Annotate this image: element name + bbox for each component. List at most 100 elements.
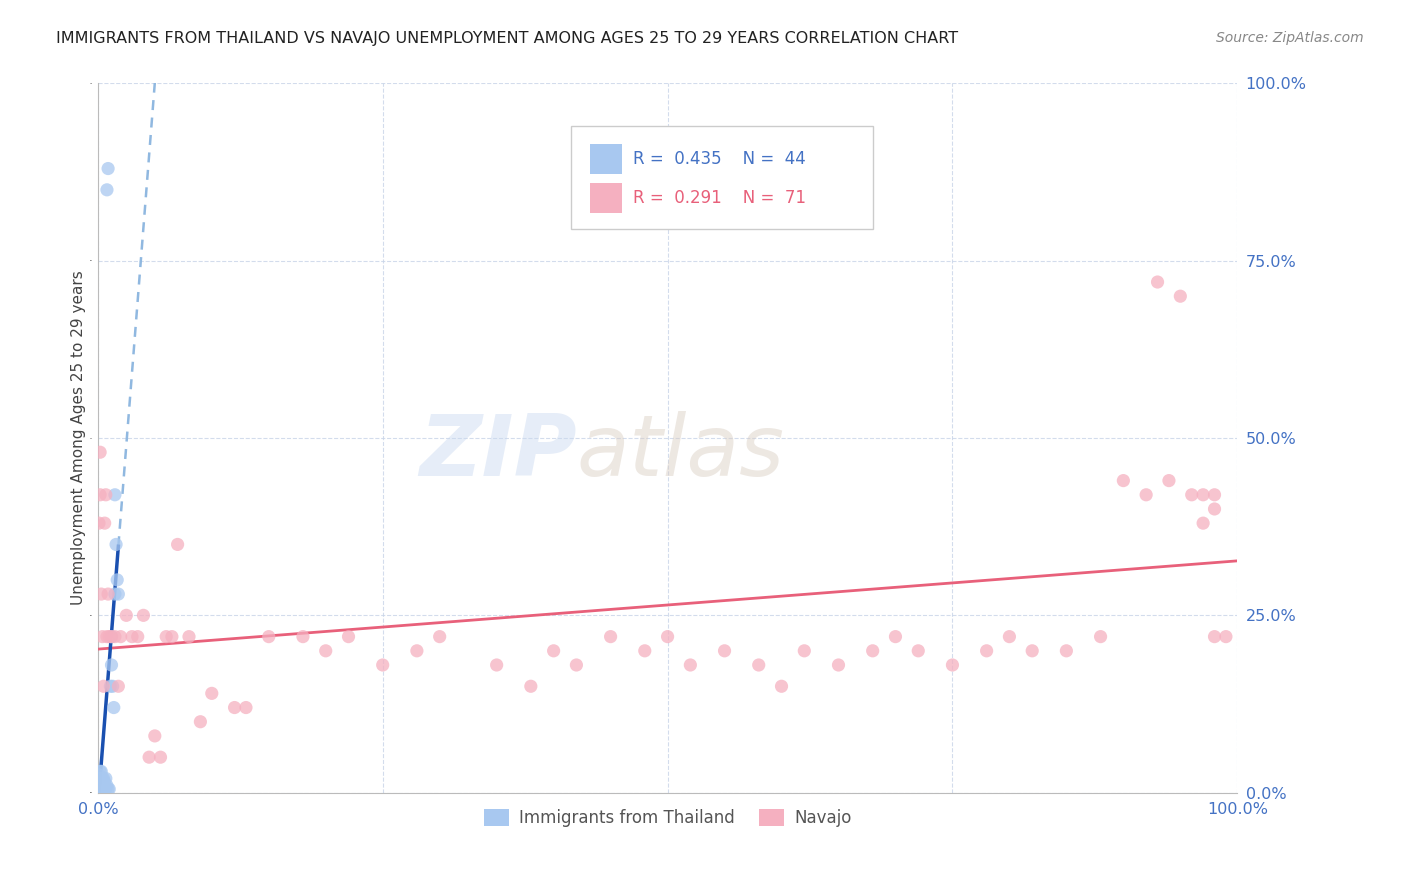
Point xyxy=(371,658,394,673)
Point xyxy=(907,644,929,658)
Point xyxy=(190,714,212,729)
Point xyxy=(94,488,117,502)
Point xyxy=(121,630,143,644)
Point xyxy=(110,630,132,644)
Point xyxy=(105,537,128,551)
Point xyxy=(1146,275,1168,289)
Point xyxy=(1157,474,1180,488)
Point xyxy=(90,587,112,601)
Point xyxy=(89,764,111,779)
Point xyxy=(91,782,114,797)
FancyBboxPatch shape xyxy=(571,126,873,229)
Point xyxy=(87,779,110,793)
Bar xyxy=(591,145,621,174)
Point xyxy=(101,679,124,693)
Point xyxy=(224,700,246,714)
Point xyxy=(1204,488,1226,502)
Point xyxy=(93,516,115,530)
Point xyxy=(1135,488,1157,502)
Point xyxy=(94,772,117,786)
Point xyxy=(1192,516,1215,530)
Point xyxy=(138,750,160,764)
Point xyxy=(1192,488,1215,502)
Point xyxy=(485,658,508,673)
Point xyxy=(90,772,112,786)
Point xyxy=(107,587,129,601)
Point xyxy=(100,630,122,644)
Point xyxy=(103,700,125,714)
Point xyxy=(1168,289,1191,303)
Point xyxy=(827,658,849,673)
Point xyxy=(166,537,188,551)
Bar xyxy=(591,183,621,212)
Point xyxy=(149,750,172,764)
Point xyxy=(87,768,110,782)
Point xyxy=(543,644,565,658)
Point xyxy=(941,658,963,673)
Point xyxy=(96,779,118,793)
Point xyxy=(1215,630,1237,644)
Point xyxy=(87,779,110,793)
Point xyxy=(1054,644,1077,658)
Point xyxy=(998,630,1021,644)
Point xyxy=(90,779,112,793)
Point xyxy=(1112,474,1135,488)
Point xyxy=(100,658,122,673)
Point xyxy=(315,644,337,658)
Point xyxy=(104,587,127,601)
Point xyxy=(91,775,114,789)
Point xyxy=(160,630,183,644)
Point xyxy=(115,608,138,623)
Point xyxy=(748,658,770,673)
Point xyxy=(1181,488,1204,502)
Text: R =  0.435    N =  44: R = 0.435 N = 44 xyxy=(633,151,806,169)
Point xyxy=(98,782,121,797)
Point xyxy=(257,630,280,644)
Point xyxy=(87,772,110,786)
Point xyxy=(235,700,257,714)
Point xyxy=(1204,630,1226,644)
Point xyxy=(100,630,122,644)
Point xyxy=(93,772,115,786)
Point xyxy=(90,764,112,779)
Point xyxy=(976,644,998,658)
Point xyxy=(89,445,111,459)
Point xyxy=(100,679,122,693)
Point xyxy=(87,786,110,800)
Point xyxy=(89,772,111,786)
Point xyxy=(96,630,118,644)
Point xyxy=(1204,502,1226,516)
Point xyxy=(87,786,110,800)
Y-axis label: Unemployment Among Ages 25 to 29 years: Unemployment Among Ages 25 to 29 years xyxy=(72,270,86,606)
Point xyxy=(884,630,907,644)
Point xyxy=(97,161,120,176)
Point xyxy=(565,658,588,673)
Point xyxy=(87,786,110,800)
Point xyxy=(1021,644,1043,658)
Point xyxy=(127,630,149,644)
Point xyxy=(104,488,127,502)
Point xyxy=(98,630,121,644)
Point xyxy=(87,516,110,530)
Point xyxy=(89,775,111,789)
Point xyxy=(520,679,543,693)
Point xyxy=(713,644,735,658)
Text: R =  0.291    N =  71: R = 0.291 N = 71 xyxy=(633,189,807,207)
Point xyxy=(96,183,118,197)
Point xyxy=(105,573,128,587)
Point xyxy=(1090,630,1112,644)
Point xyxy=(94,782,117,797)
Point xyxy=(337,630,360,644)
Point xyxy=(406,644,429,658)
Text: ZIP: ZIP xyxy=(419,410,576,494)
Point xyxy=(93,782,115,797)
Point xyxy=(87,782,110,797)
Point xyxy=(104,630,127,644)
Text: IMMIGRANTS FROM THAILAND VS NAVAJO UNEMPLOYMENT AMONG AGES 25 TO 29 YEARS CORREL: IMMIGRANTS FROM THAILAND VS NAVAJO UNEMP… xyxy=(56,31,959,46)
Legend: Immigrants from Thailand, Navajo: Immigrants from Thailand, Navajo xyxy=(477,803,858,834)
Point xyxy=(90,782,112,797)
Point xyxy=(177,630,200,644)
Point xyxy=(87,786,110,800)
Point xyxy=(143,729,166,743)
Point xyxy=(793,644,815,658)
